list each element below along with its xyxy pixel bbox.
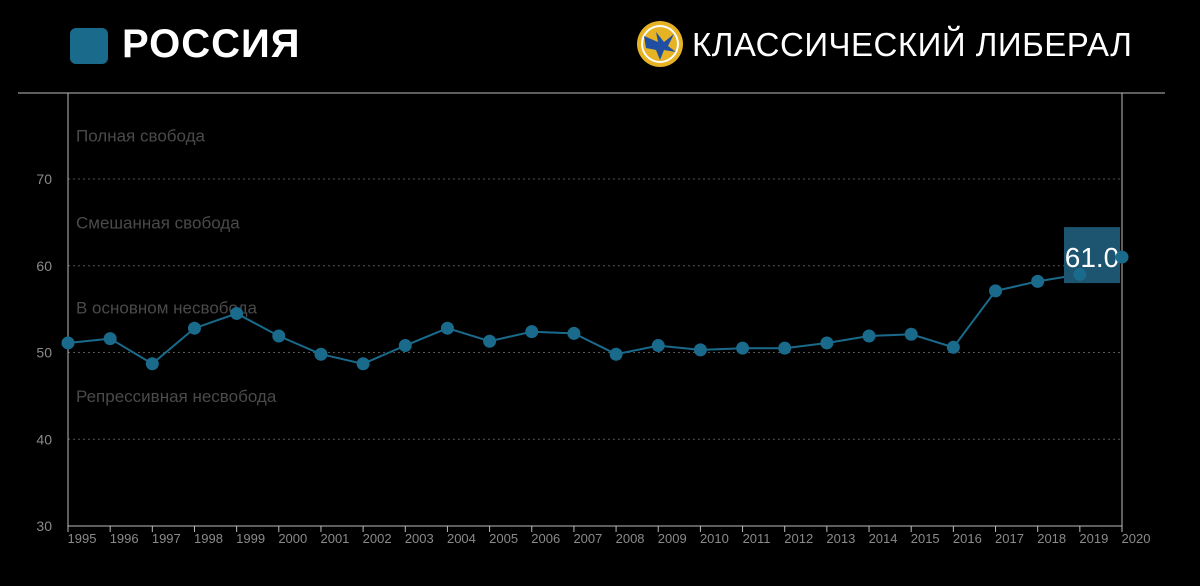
data-point <box>820 336 834 350</box>
data-point <box>904 327 918 341</box>
x-tick-label: 1998 <box>194 531 223 546</box>
data-point <box>1073 267 1087 281</box>
band-labels: Полная свобода Смешанная свобода В основно… <box>76 127 277 406</box>
x-tick-label: 2011 <box>743 531 771 546</box>
data-point <box>103 332 117 346</box>
y-tick-label: 30 <box>36 518 52 534</box>
series-path <box>67 256 1123 366</box>
data-point <box>1115 250 1129 264</box>
x-tick-label: 2008 <box>616 531 645 546</box>
data-point <box>440 321 454 335</box>
data-point <box>778 341 792 355</box>
data-point <box>230 306 244 320</box>
data-point <box>483 334 497 348</box>
series-line <box>67 256 1123 366</box>
tick-labels: 30 40 50 60 70 1995 1996 1997 1998 1999 2000 2001 20… <box>36 171 1150 546</box>
data-point <box>862 329 876 343</box>
legend-swatch <box>70 28 108 64</box>
callout-label: 61.0 <box>1065 242 1120 273</box>
value-callout: 61.0 <box>1064 227 1120 284</box>
band-label: Репрессивная несвобода <box>76 387 277 406</box>
x-tick-label: 2004 <box>447 531 476 546</box>
country-title: РОССИЯ <box>122 22 301 66</box>
x-tick-label: 2016 <box>953 531 982 546</box>
x-tick-label: 2002 <box>363 531 392 546</box>
data-point <box>525 325 539 339</box>
data-point <box>989 284 1003 298</box>
brand-name: КЛАССИЧЕСКИЙ ЛИБЕРАЛ <box>692 26 1133 63</box>
data-point <box>1031 274 1045 288</box>
data-point <box>398 339 412 353</box>
x-tick-label: 2010 <box>700 531 729 546</box>
y-tick-label: 70 <box>36 171 52 187</box>
band-label: Смешанная свобода <box>76 213 240 232</box>
x-tick-label: 2001 <box>320 531 349 546</box>
x-tick-label: 2013 <box>826 531 855 546</box>
y-tick-label: 60 <box>36 258 52 274</box>
x-tick-label: 2014 <box>869 531 898 546</box>
data-point <box>187 321 201 335</box>
x-tick-label: 1999 <box>236 531 265 546</box>
x-tick-label: 2015 <box>911 531 940 546</box>
axes <box>18 92 1165 532</box>
data-point <box>946 340 960 354</box>
band-label: В основном несвобода <box>76 298 258 317</box>
x-tick-label: 2012 <box>784 531 813 546</box>
x-tick-label: 2000 <box>278 531 307 546</box>
x-tick-label: 1995 <box>68 531 97 546</box>
grid-lines <box>68 178 1122 440</box>
data-point <box>736 341 750 355</box>
y-tick-label: 50 <box>36 345 52 361</box>
data-point <box>609 347 623 361</box>
x-tick-label: 2003 <box>405 531 434 546</box>
brand: КЛАССИЧЕСКИЙ ЛИБЕРАЛ <box>636 20 1136 68</box>
data-point <box>314 347 328 361</box>
data-point <box>567 326 581 340</box>
x-tick-label: 2018 <box>1037 531 1066 546</box>
chart-header: РОССИЯ КЛАССИЧЕСКИЙ ЛИБЕРАЛ <box>0 0 1200 90</box>
data-point <box>61 336 75 350</box>
x-tick-label: 2017 <box>995 531 1024 546</box>
x-tick-label: 2007 <box>573 531 602 546</box>
x-tick-label: 1997 <box>152 531 181 546</box>
y-tick-label: 40 <box>36 431 52 447</box>
data-points <box>61 250 1129 371</box>
data-point <box>145 357 159 371</box>
band-label: Полная свобода <box>76 127 206 146</box>
data-point <box>356 357 370 371</box>
x-tick-label: 2019 <box>1079 531 1108 546</box>
x-tick-label: 2005 <box>489 531 518 546</box>
callout-box <box>1064 227 1120 284</box>
data-point <box>272 329 286 343</box>
data-point <box>651 339 665 353</box>
data-point <box>693 343 707 357</box>
x-tick-label: 2020 <box>1122 531 1151 546</box>
x-tick-label: 1996 <box>110 531 139 546</box>
x-tick-label: 2009 <box>658 531 687 546</box>
x-tick-label: 2006 <box>531 531 560 546</box>
eagle-emblem-icon <box>637 21 683 67</box>
